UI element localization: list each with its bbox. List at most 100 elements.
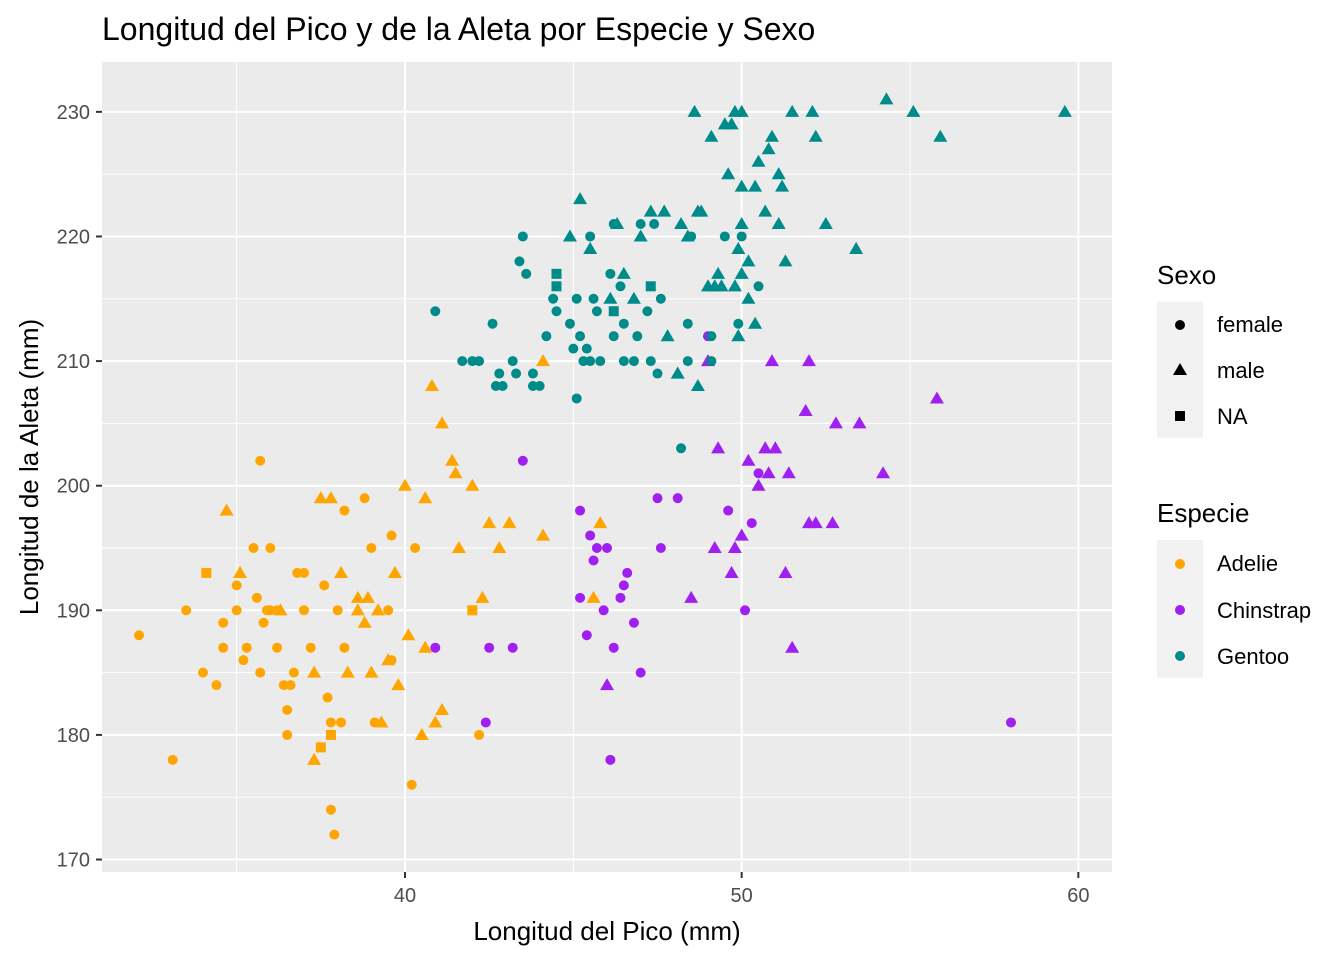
legend-especie: Especie Adelie Chinstrap Gentoo	[1157, 498, 1311, 678]
point-gentoo-male	[643, 204, 658, 217]
legend-label-chinstrap: Chinstrap	[1217, 598, 1311, 623]
point-gentoo-female	[585, 231, 596, 242]
point-gentoo-female	[541, 331, 552, 342]
point-adelie-female	[299, 567, 309, 578]
point-chinstrap-male	[929, 391, 944, 404]
point-chinstrap-female	[575, 592, 586, 603]
point-gentoo-female	[457, 356, 468, 367]
point-gentoo-male	[741, 291, 756, 304]
point-adelie-male	[593, 516, 608, 529]
point-gentoo-female	[618, 356, 629, 367]
point-adelie-male	[219, 503, 234, 516]
point-gentoo-male	[734, 179, 749, 192]
point-adelie-female	[248, 543, 259, 553]
point-gentoo-female	[682, 356, 693, 367]
point-gentoo-female	[628, 356, 639, 367]
point-gentoo-female	[706, 331, 717, 342]
point-adelie-male	[536, 528, 551, 541]
point-adelie-male	[448, 466, 463, 479]
point-gentoo-female	[605, 268, 616, 279]
point-chinstrap-female	[753, 468, 764, 479]
x-axis: 40 50 60	[394, 872, 1089, 907]
point-gentoo-female	[642, 306, 653, 317]
point-gentoo-male	[734, 217, 749, 230]
point-gentoo-male	[711, 266, 726, 279]
point-adelie-male	[475, 590, 490, 603]
point-adelie-female	[336, 717, 347, 728]
legend-label-adelie: Adelie	[1217, 551, 1278, 576]
point-adelie-male	[502, 516, 517, 529]
point-gentoo-female	[511, 368, 522, 379]
point-gentoo-male	[748, 316, 763, 329]
point-gentoo-female	[551, 306, 562, 317]
point-gentoo-female	[591, 306, 602, 317]
point-chinstrap-female	[635, 667, 646, 678]
point-adelie-female	[325, 717, 336, 728]
point-adelie-male	[401, 628, 416, 641]
point-adelie-female	[386, 655, 397, 666]
point-gentoo-male	[573, 192, 588, 205]
legend-label-na: NA	[1217, 404, 1248, 429]
point-chinstrap-male	[751, 478, 766, 491]
point-adelie-male	[418, 640, 433, 653]
point-gentoo-female	[608, 331, 619, 342]
y-axis: 170 180 190 200 210 220 230	[57, 102, 102, 872]
point-gentoo-female	[652, 368, 663, 379]
point-adelie-female	[322, 692, 333, 703]
legend-key-female	[1175, 320, 1185, 330]
point-adelie-female	[305, 642, 316, 653]
point-gentoo-male	[690, 379, 705, 392]
point-gentoo-male	[562, 229, 577, 242]
y-tick-label: 180	[57, 725, 90, 747]
y-tick-label: 220	[57, 226, 90, 248]
point-gentoo-female	[430, 306, 441, 317]
legend-label-gentoo: Gentoo	[1217, 644, 1289, 669]
point-adelie-female	[167, 754, 178, 765]
point-adelie-na	[467, 605, 478, 616]
legend-key-male	[1173, 363, 1187, 376]
point-chinstrap-male	[741, 453, 756, 466]
point-gentoo-female	[645, 356, 656, 367]
point-gentoo-female	[507, 356, 518, 367]
legend-key-chinstrap	[1175, 605, 1185, 615]
point-gentoo-female	[585, 356, 596, 367]
point-gentoo-female	[521, 268, 532, 279]
point-adelie-female	[386, 530, 397, 541]
point-adelie-male	[350, 603, 365, 616]
point-chinstrap-female	[507, 642, 518, 653]
y-tick-label: 230	[57, 102, 90, 124]
point-gentoo-female	[548, 293, 559, 304]
point-gentoo-female	[682, 318, 693, 329]
point-chinstrap-male	[778, 565, 793, 578]
point-gentoo-male	[603, 291, 618, 304]
point-adelie-female	[410, 543, 421, 553]
point-adelie-male	[233, 565, 248, 578]
point-adelie-male	[313, 491, 328, 504]
point-gentoo-male	[764, 129, 779, 142]
data-points	[134, 92, 1072, 840]
chart-title: Longitud del Pico y de la Aleta por Espe…	[102, 11, 815, 47]
point-chinstrap-male	[758, 441, 773, 454]
point-adelie-male	[451, 541, 466, 554]
point-gentoo-male	[761, 142, 776, 155]
point-chinstrap-male	[707, 541, 722, 554]
point-chinstrap-female	[672, 493, 683, 504]
point-gentoo-female	[615, 281, 626, 292]
point-gentoo-male	[751, 154, 766, 167]
point-adelie-female	[258, 617, 269, 628]
point-gentoo-male	[731, 329, 746, 342]
legend-sexo: Sexo female male NA	[1157, 260, 1283, 438]
point-gentoo-female	[534, 381, 545, 391]
point-adelie-female	[251, 592, 262, 603]
point-gentoo-na	[608, 306, 619, 317]
point-gentoo-female	[571, 393, 582, 404]
point-chinstrap-male	[711, 441, 726, 454]
x-tick-label: 40	[394, 885, 416, 907]
point-gentoo-male	[748, 179, 763, 192]
point-adelie-male	[273, 603, 288, 616]
point-adelie-male	[465, 478, 480, 491]
point-gentoo-male	[879, 92, 894, 105]
point-gentoo-female	[635, 219, 646, 229]
point-gentoo-male	[616, 266, 631, 279]
point-gentoo-male	[906, 104, 921, 117]
